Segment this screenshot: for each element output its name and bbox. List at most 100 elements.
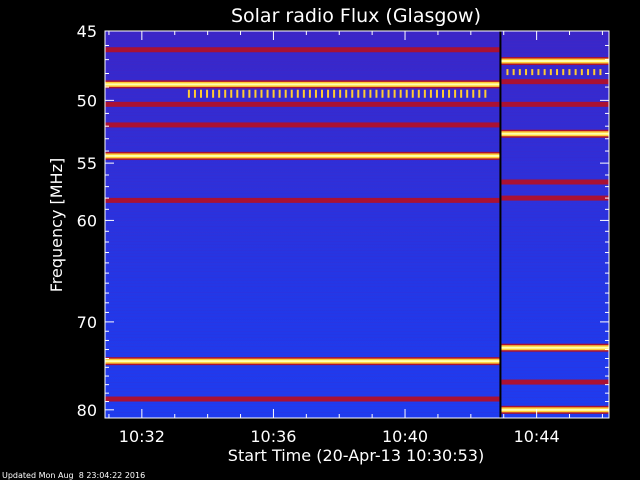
burst-mark	[327, 89, 330, 98]
noise-row	[105, 343, 609, 344]
burst-mark	[254, 89, 257, 98]
band-seg2-7	[501, 379, 609, 385]
burst-mark	[290, 89, 293, 98]
noise-row	[105, 34, 609, 35]
noise-row	[105, 223, 609, 224]
noise-row	[105, 385, 609, 386]
plot-frame	[104, 30, 610, 419]
x-axis-label: Start Time (20-Apr-13 10:30:53)	[228, 446, 484, 465]
noise-row	[105, 175, 609, 176]
noise-row	[105, 370, 609, 371]
burst-mark	[587, 69, 590, 76]
noise-row	[105, 217, 609, 218]
noise-row	[105, 58, 609, 59]
burst-mark	[242, 89, 245, 98]
noise-row	[105, 289, 609, 290]
x-tick-label: 10:40	[382, 427, 428, 446]
x-tick-label: 10:32	[119, 427, 165, 446]
noise-row	[105, 70, 609, 71]
burst-mark	[224, 89, 227, 98]
burst-mark	[351, 89, 354, 98]
y-tick-label: 60	[77, 211, 97, 230]
noise-row	[105, 229, 609, 230]
burst-mark	[484, 89, 487, 98]
noise-row	[105, 388, 609, 389]
y-tick-label: 45	[77, 22, 97, 41]
noise-row	[105, 304, 609, 305]
noise-row	[105, 79, 609, 80]
burst-mark	[556, 69, 559, 76]
noise-row	[105, 241, 609, 242]
burst-mark	[272, 89, 275, 98]
burst-mark	[599, 69, 602, 76]
burst-mark	[206, 89, 209, 98]
noise-row	[105, 208, 609, 209]
noise-row	[105, 190, 609, 191]
burst-mark	[429, 89, 432, 98]
noise-row	[105, 346, 609, 347]
noise-row	[105, 265, 609, 266]
noise-row	[105, 280, 609, 281]
burst-mark	[460, 89, 463, 98]
burst-mark	[230, 89, 233, 98]
noise-row	[105, 181, 609, 182]
burst-mark	[543, 69, 546, 76]
noise-row	[105, 250, 609, 251]
noise-row	[105, 196, 609, 197]
burst-mark	[411, 89, 414, 98]
x-axis: 10:32 10:36 10:40 10:44	[108, 31, 603, 446]
burst-mark	[525, 69, 528, 76]
burst-mark	[308, 89, 311, 98]
noise-row	[105, 232, 609, 233]
burst-mark	[387, 89, 390, 98]
noise-row	[105, 235, 609, 236]
burst-mark	[518, 69, 521, 76]
burst-mark	[266, 89, 269, 98]
noise-row	[105, 409, 609, 410]
noise-row	[105, 148, 609, 149]
noise-row	[105, 394, 609, 395]
noise-row	[105, 94, 609, 95]
noise-row	[105, 46, 609, 47]
y-tick-label: 55	[77, 154, 97, 173]
noise-row	[105, 379, 609, 380]
noise-row	[105, 403, 609, 404]
noise-row	[105, 307, 609, 308]
burst-mark	[248, 89, 251, 98]
noise-row	[105, 97, 609, 98]
burst-mark	[339, 89, 342, 98]
noise-row	[105, 316, 609, 317]
burst-mark	[278, 89, 281, 98]
burst-mark	[363, 89, 366, 98]
band-seg1-core-4	[105, 154, 500, 157]
band-group-segment-1	[105, 47, 500, 402]
noise-row	[105, 187, 609, 188]
burst-mark	[448, 89, 451, 98]
band-seg2-core-6	[501, 346, 609, 349]
noise-row	[105, 373, 609, 374]
burst-marks	[187, 69, 602, 98]
noise-row	[105, 160, 609, 161]
burst-mark	[381, 89, 384, 98]
burst-mark	[472, 89, 475, 98]
noise-row	[105, 247, 609, 248]
burst-mark	[549, 69, 552, 76]
y-axis-label: Frequency [MHz]	[47, 158, 66, 292]
noise-row	[105, 352, 609, 353]
burst-mark	[284, 89, 287, 98]
noise-row	[105, 169, 609, 170]
noise-row	[105, 184, 609, 185]
noise-row	[105, 406, 609, 407]
burst-mark	[417, 89, 420, 98]
noise-row	[105, 349, 609, 350]
noise-row	[105, 220, 609, 221]
noise-row	[105, 382, 609, 383]
noise-row	[105, 136, 609, 137]
burst-mark	[375, 89, 378, 98]
burst-mark	[506, 69, 509, 76]
noise-row	[105, 166, 609, 167]
noise-row	[105, 226, 609, 227]
x-tick-label: 10:44	[514, 427, 560, 446]
y-axis: 45 50 55 60 70 80	[77, 22, 609, 420]
noise-row	[105, 340, 609, 341]
